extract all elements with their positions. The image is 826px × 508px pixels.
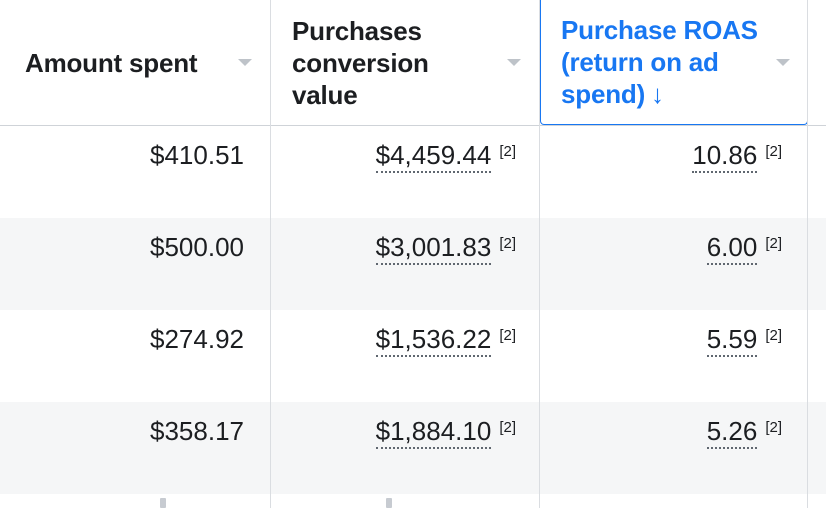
amount-spent-value: $274.92 bbox=[150, 324, 244, 354]
footnote-ref[interactable]: [2] bbox=[499, 419, 516, 436]
roas-value-link[interactable]: 10.86 bbox=[692, 140, 758, 173]
footnote-ref[interactable]: [2] bbox=[765, 143, 782, 160]
roas-cell: 5.59 [2] bbox=[706, 324, 782, 357]
amount-spent-value: $410.51 bbox=[150, 140, 244, 170]
conversion-value-cell: $1,536.22 [2] bbox=[375, 324, 516, 357]
conversion-value-cell: $3,001.83 [2] bbox=[375, 232, 516, 265]
roas-value-link[interactable]: 5.26 bbox=[706, 416, 758, 449]
roas-cell: 10.86 [2] bbox=[692, 140, 782, 173]
footnote-ref[interactable]: [2] bbox=[765, 235, 782, 252]
column-header-label-text: Purchase ROAS (return on ad spend) bbox=[561, 15, 758, 109]
amount-spent-value: $358.17 bbox=[150, 416, 244, 446]
table-row: $274.92 $1,536.22 [2] 5.59 [2] bbox=[0, 310, 826, 402]
conversion-value-link[interactable]: $1,536.22 bbox=[375, 324, 492, 357]
column-header-amount-spent[interactable]: Amount spent bbox=[0, 0, 270, 125]
roas-cell: 6.00 [2] bbox=[706, 232, 782, 265]
roas-cell: 5.26 [2] bbox=[706, 416, 782, 449]
table-row-partial bbox=[0, 494, 826, 508]
conversion-value-link[interactable]: $4,459.44 bbox=[375, 140, 492, 173]
table-row: $358.17 $1,884.10 [2] 5.26 [2] bbox=[0, 402, 826, 494]
footnote-ref[interactable]: [2] bbox=[499, 327, 516, 344]
column-header-label: Purchases conversion value bbox=[292, 15, 429, 110]
dropdown-caret-icon[interactable] bbox=[507, 59, 521, 66]
roas-value-link[interactable]: 5.59 bbox=[706, 324, 758, 357]
table-row: $500.00 $3,001.83 [2] 6.00 [2] bbox=[0, 218, 826, 310]
amount-spent-value: $500.00 bbox=[150, 232, 244, 262]
table-row: $410.51 $4,459.44 [2] 10.86 [2] bbox=[0, 126, 826, 218]
dropdown-caret-icon[interactable] bbox=[776, 59, 790, 66]
sort-descending-icon: ↓ bbox=[651, 79, 664, 109]
clipped-text-fragment bbox=[386, 498, 392, 508]
table-header-row: Amount spent Purchases conversion value … bbox=[0, 0, 826, 126]
footnote-ref[interactable]: [2] bbox=[499, 235, 516, 252]
roas-value-link[interactable]: 6.00 bbox=[706, 232, 758, 265]
footnote-ref[interactable]: [2] bbox=[765, 327, 782, 344]
conversion-value-cell: $1,884.10 [2] bbox=[375, 416, 516, 449]
column-header-label: Amount spent bbox=[25, 47, 198, 78]
column-divider bbox=[539, 0, 540, 508]
column-header-label: Purchase ROAS (return on ad spend) ↓ bbox=[561, 14, 761, 110]
conversion-value-link[interactable]: $1,884.10 bbox=[375, 416, 492, 449]
dropdown-caret-icon[interactable] bbox=[238, 59, 252, 66]
footnote-ref[interactable]: [2] bbox=[765, 419, 782, 436]
conversion-value-cell: $4,459.44 [2] bbox=[375, 140, 516, 173]
column-header-purchases-conversion-value[interactable]: Purchases conversion value bbox=[271, 0, 539, 125]
column-header-purchase-roas[interactable]: Purchase ROAS (return on ad spend) ↓ bbox=[540, 0, 808, 125]
column-divider bbox=[270, 0, 271, 508]
column-divider bbox=[807, 0, 808, 508]
clipped-text-fragment bbox=[160, 498, 166, 508]
footnote-ref[interactable]: [2] bbox=[499, 143, 516, 160]
conversion-value-link[interactable]: $3,001.83 bbox=[375, 232, 492, 265]
